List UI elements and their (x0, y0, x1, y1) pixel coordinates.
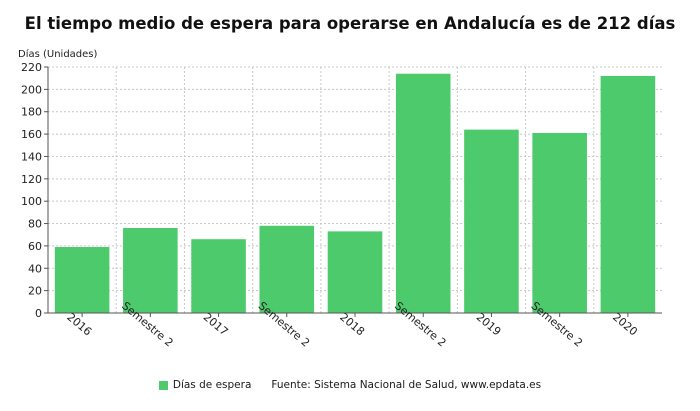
source-note: Fuente: Sistema Nacional de Salud, www.e… (271, 379, 542, 391)
y-tick-label: 0 (35, 307, 42, 320)
bar (600, 75, 656, 313)
x-tick-label: 2016 (64, 310, 94, 338)
bar (327, 231, 383, 313)
y-tick-label: 80 (28, 218, 42, 231)
y-tick-label: 220 (21, 61, 42, 74)
x-tick-label: 2019 (474, 310, 504, 338)
y-axis-ticks: 0 20 40 60 80 100 120 140 160 180 200 220 (21, 61, 42, 320)
axes (44, 66, 662, 317)
x-tick-label: 2020 (610, 310, 640, 338)
bar (395, 73, 451, 313)
y-tick-label: 60 (28, 240, 42, 253)
bar (259, 225, 315, 313)
y-tick-label: 100 (21, 195, 42, 208)
bar (191, 239, 246, 313)
chart-title: El tiempo medio de espera para operarse … (24, 14, 676, 33)
y-tick-label: 20 (28, 285, 42, 298)
y-axis-label: Días (Unidades) (18, 48, 98, 60)
bar (123, 228, 178, 313)
bars (54, 73, 656, 313)
y-tick-label: 140 (21, 150, 42, 163)
x-tick-label: 2017 (201, 310, 231, 338)
legend-series-label: Días de espera (172, 379, 252, 391)
bar (464, 129, 519, 313)
bar (532, 132, 587, 313)
y-tick-label: 120 (21, 173, 42, 186)
x-tick-label: 2018 (337, 310, 367, 338)
y-tick-label: 180 (21, 106, 42, 119)
bar (54, 247, 110, 313)
y-tick-label: 200 (21, 83, 42, 96)
legend: Días de espera Fuente: Sistema Nacional d… (0, 379, 700, 391)
grid-lines (48, 66, 662, 313)
bar-chart: Días (Unidades) 0 20 40 60 80 100 120 140 160 180… (18, 48, 662, 350)
y-tick-label: 40 (28, 262, 42, 275)
y-tick-label: 160 (21, 128, 42, 141)
legend-swatch (158, 380, 168, 390)
